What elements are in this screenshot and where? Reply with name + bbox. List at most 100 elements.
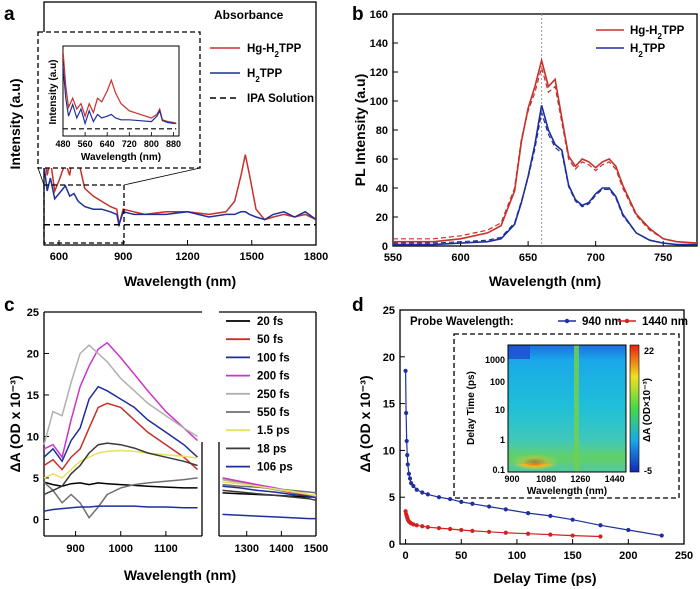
panel-a-legend-title: Absorbance bbox=[214, 8, 284, 22]
panel-c-legend-label: 550 fs bbox=[257, 407, 290, 419]
panel-a-x-tick-label: 900 bbox=[114, 251, 132, 263]
panel-b-x-tick-label: 700 bbox=[586, 252, 604, 264]
panel-d-data-point bbox=[459, 499, 464, 504]
panel-c-y-tick-label: 20 bbox=[27, 348, 39, 360]
panel-d-y-tick-label: 0 bbox=[389, 539, 395, 551]
panel-a-inset-axes bbox=[62, 45, 180, 137]
panel-a-inset-y-axis-title: Intensity (a.u) bbox=[48, 59, 59, 124]
panel-d-x-tick-label: 0 bbox=[403, 550, 409, 562]
panel-d-colorbar-max: 22 bbox=[644, 346, 654, 356]
panel-c-series-line-left-8 bbox=[43, 505, 198, 512]
panel-a-x-tick-label: 1200 bbox=[175, 251, 199, 263]
panel-c-series-line-left-2 bbox=[43, 385, 199, 463]
panel-d-data-point bbox=[448, 526, 453, 532]
panel-d-data-point bbox=[503, 530, 508, 535]
panel-a-inset-x-ticks: 480 560 640 720 800 880 bbox=[55, 132, 181, 149]
panel-d-data-point bbox=[448, 496, 453, 502]
panel-d-data-point bbox=[420, 524, 425, 529]
panel-c-x-tick-label: 1500 bbox=[304, 543, 328, 555]
panel-d-legend-marker-940 bbox=[564, 318, 570, 324]
panel-a-inset-x-tick-label: 560 bbox=[78, 139, 93, 149]
panel-d-data-point bbox=[570, 533, 575, 538]
panel-b-legend-label-hg: Hg-H2TPP bbox=[630, 25, 685, 41]
panel-d-data-point bbox=[525, 531, 531, 536]
panel-b-y-tick-label: 120 bbox=[370, 67, 388, 79]
panel-d-legend: 940 nm 1440 nm bbox=[558, 316, 688, 328]
panel-c-y-tick-label: 10 bbox=[27, 431, 39, 443]
panel-d-legend-label-1440: 1440 nm bbox=[642, 316, 688, 328]
panel-d-x-tick-label: 200 bbox=[619, 550, 637, 562]
panel-a-x-tick-label: 1500 bbox=[240, 251, 264, 263]
panel-d-inset-x-axis-title: Wavelength (nm) bbox=[527, 486, 607, 497]
panel-a-inset-x-axis-title: Wavelength (nm) bbox=[81, 152, 161, 163]
panel-d-x-axis-title: Delay Time (ps) bbox=[493, 570, 596, 586]
panel-c-y-tick-label: 0 bbox=[33, 514, 39, 526]
panel-a-legend: Hg-H2TPP H2TPP IPA Solution bbox=[210, 43, 314, 105]
panel-a-legend-label-hg: Hg-H2TPP bbox=[247, 43, 302, 59]
panel-d-data-point bbox=[425, 525, 430, 530]
panel-d-x-tick-label: 150 bbox=[563, 550, 581, 562]
panel-c-legend: 20 fs 50 fs 100 fs 200 fs 250 fs 550 fs 1.5 ps… bbox=[226, 316, 293, 474]
panel-d-inset-y-tick-label: 1000 bbox=[485, 355, 505, 365]
panel-d-inset-y-tick-label: 1 bbox=[500, 435, 505, 445]
panel-b-x-tick-label: 750 bbox=[654, 252, 672, 264]
panel-c-legend-label: 250 fs bbox=[257, 389, 290, 401]
panel-c-series-line-right-6 bbox=[222, 481, 317, 497]
panel-a-inset-x-tick-label: 800 bbox=[144, 139, 159, 149]
panel-d-ticks: 0 50 100 150 200 250 0 5 10 15 20 25 bbox=[383, 305, 693, 562]
panel-d-data-point bbox=[598, 534, 603, 539]
panel-d-data-point bbox=[420, 490, 425, 495]
panel-a-zoom-connector-left bbox=[37, 167, 45, 186]
panel-d-y-tick-label: 15 bbox=[383, 399, 395, 411]
panel-a-y-axis-title: Intensity (a.u) bbox=[7, 78, 23, 169]
panel-d-data-point bbox=[409, 481, 414, 486]
panel-a-inset-x-tick-label: 640 bbox=[100, 139, 115, 149]
panel-d-data-point bbox=[404, 438, 409, 444]
panel-b-y-tick-label: 80 bbox=[376, 125, 388, 137]
panel-c-series-line-left-7 bbox=[43, 442, 198, 496]
panel-d-heatmap-region-green bbox=[508, 452, 626, 464]
panel-a-inset-x-tick-label: 480 bbox=[55, 139, 70, 149]
panel-d-data-point bbox=[406, 471, 412, 476]
panel-b-series-line-1 bbox=[393, 65, 697, 244]
panel-d-y-tick-label: 5 bbox=[389, 492, 395, 504]
panel-d-data-point bbox=[436, 495, 442, 500]
panel-b-x-axis-title: Wavelength (nm) bbox=[489, 273, 601, 289]
panel-b-x-tick-label: 650 bbox=[519, 252, 537, 264]
panel-d-data-point bbox=[411, 483, 416, 489]
panel-b-series-line-2 bbox=[393, 105, 697, 246]
panel-a-x-axis-title: Wavelength (nm) bbox=[124, 273, 236, 289]
panel-d-x-tick-label: 50 bbox=[455, 550, 467, 562]
panel-d-y-tick-label: 20 bbox=[383, 352, 395, 364]
panel-d-data-point bbox=[405, 462, 410, 467]
panel-d-inset-y-axis-title: Delay Time (ps) bbox=[466, 371, 477, 445]
panel-c-x-tick-label: 1300 bbox=[234, 543, 258, 555]
panel-b-legend: Hg-H2TPP H2TPP bbox=[596, 25, 685, 59]
panel-label-a: a bbox=[4, 4, 15, 25]
panel-d-inset-y-tick-label: 0.1 bbox=[492, 465, 505, 475]
panel-c-series-line-left-6 bbox=[43, 449, 198, 479]
panel-c-y-tick-label: 15 bbox=[27, 390, 39, 402]
panel-a-inset-series-line-1 bbox=[63, 65, 177, 126]
panel-b-series-line-3 bbox=[393, 112, 697, 246]
panel-a-chart: 600 900 1200 1500 1800 Wavelength (nm) Inten… bbox=[7, 1, 328, 289]
panel-d-heatmap-region-blue bbox=[508, 345, 530, 359]
panel-c-series-line-right-2 bbox=[222, 485, 317, 499]
panel-d-data-point bbox=[404, 410, 409, 416]
panel-d-inset-x-tick-label: 1440 bbox=[605, 474, 625, 484]
panel-label-d: d bbox=[352, 295, 364, 316]
panel-c-x-axis-title: Wavelength (nm) bbox=[124, 567, 236, 583]
panel-d-inset-y-tick-label: 10 bbox=[495, 405, 505, 415]
panel-b-series bbox=[393, 57, 697, 246]
panel-d-heatmap-streak bbox=[574, 345, 579, 472]
panel-d-data-point bbox=[405, 452, 410, 458]
panel-d-data-point bbox=[411, 522, 416, 527]
panel-a-zoom-region bbox=[43, 184, 125, 244]
panel-c-series-line-left-5 bbox=[43, 477, 198, 519]
panel-d-data-point bbox=[414, 523, 419, 528]
panel-b-y-tick-label: 0 bbox=[382, 241, 388, 253]
panel-d-colorbar-min: -5 bbox=[644, 466, 652, 476]
panel-c-y-tick-label: 5 bbox=[33, 473, 39, 485]
panel-d-x-tick-label: 100 bbox=[508, 550, 526, 562]
